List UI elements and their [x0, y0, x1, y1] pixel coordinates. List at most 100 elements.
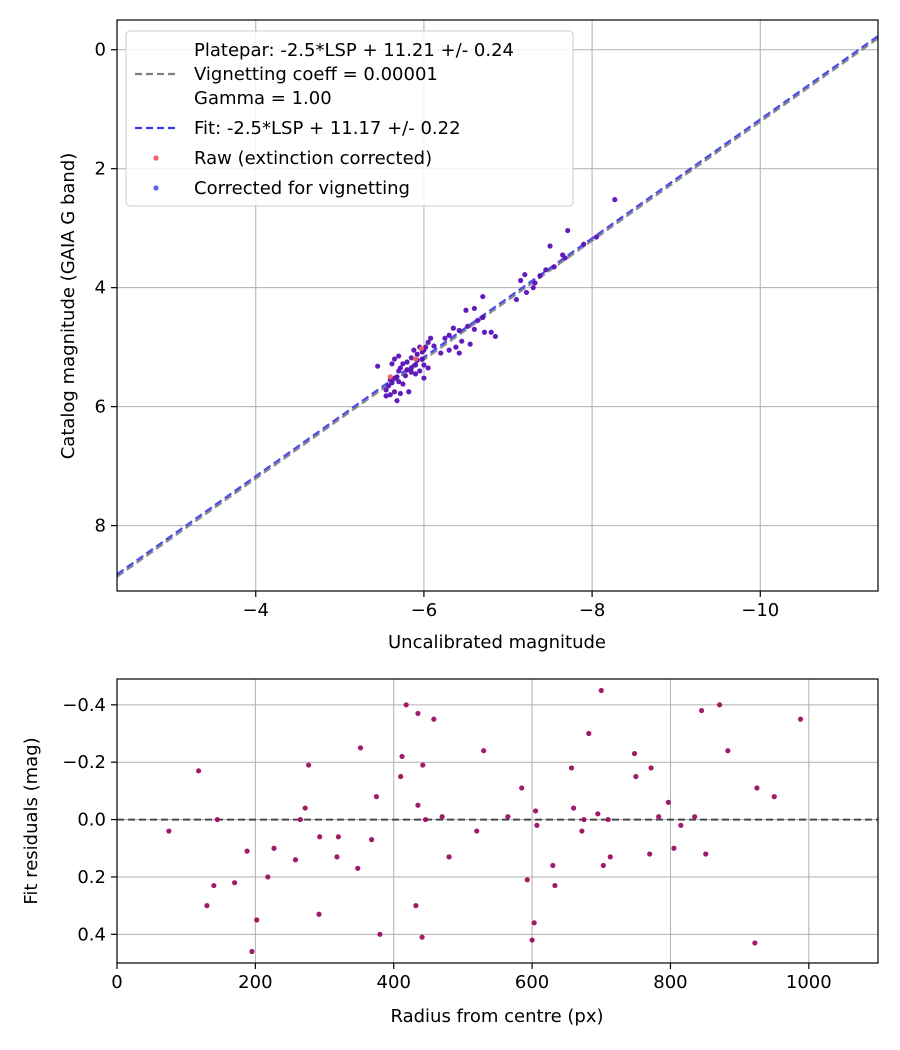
residuals-point [519, 785, 525, 791]
corrected-for-vignetting-point [414, 351, 420, 357]
corrected-for-vignetting-point [408, 369, 414, 375]
residuals-point [355, 865, 361, 871]
residuals-point [316, 911, 322, 917]
legend-fit-label: Fit: -2.5*LSP + 11.17 +/- 0.22 [194, 118, 461, 139]
residuals-point [716, 702, 723, 708]
corrected-for-vignetting-point [438, 350, 444, 356]
residuals-point [166, 828, 172, 834]
residuals-point [415, 710, 421, 717]
residuals-point [439, 814, 445, 820]
corrected-for-vignetting-point [471, 305, 477, 312]
residuals-point [579, 828, 585, 834]
corrected-for-vignetting-point [389, 361, 395, 367]
residuals-point [398, 773, 404, 780]
calibration-plot-xlabel: Uncalibrated magnitude [388, 632, 606, 653]
residuals-point [265, 874, 271, 880]
residuals-point [648, 765, 654, 771]
corrected-for-vignetting-point [480, 293, 486, 300]
residuals-point [373, 794, 380, 800]
y-tick-label: 0 [95, 40, 106, 61]
x-tick-label: −10 [741, 600, 779, 621]
residuals-point [249, 948, 255, 955]
raw-extinction-corrected-point [412, 356, 419, 362]
x-tick-label: −6 [411, 600, 438, 621]
residuals-point [505, 814, 511, 820]
residuals-point [292, 857, 299, 863]
residuals-point [254, 917, 260, 923]
corrected-for-vignetting-point [396, 353, 402, 359]
residuals-point [633, 773, 639, 780]
residuals-point [771, 794, 777, 800]
corrected-for-vignetting-point [581, 241, 587, 247]
corrected-for-vignetting-point [475, 317, 481, 323]
residuals-point [586, 730, 592, 737]
residuals-point [571, 805, 577, 811]
residuals-point [631, 750, 638, 757]
residuals-point [797, 716, 804, 722]
residuals-point [306, 762, 312, 768]
residuals-point [524, 877, 530, 883]
residuals-point [271, 845, 277, 851]
legend-vignetting-label: Vignetting coeff = 0.00001 [194, 64, 438, 85]
x-tick-label: 200 [238, 972, 272, 993]
residuals-point [214, 816, 220, 823]
corrected-for-vignetting-point [394, 398, 400, 404]
y-tick-label: 4 [95, 278, 106, 299]
corrected-for-vignetting-point [411, 347, 417, 353]
residuals-point [232, 880, 238, 886]
corrected-for-vignetting-point [383, 387, 389, 393]
y-tick-label: −0.2 [62, 752, 106, 773]
residuals-point [422, 816, 429, 823]
residuals-point [244, 848, 250, 854]
corrected-for-vignetting-point [412, 362, 419, 368]
residuals-point [581, 816, 587, 823]
residuals-point [420, 762, 426, 768]
legend-box [125, 30, 574, 207]
corrected-for-vignetting-point [543, 267, 549, 273]
corrected-for-vignetting-point [396, 368, 402, 374]
residuals-point [692, 814, 698, 820]
residuals-point [297, 816, 303, 823]
residuals-point [317, 834, 323, 840]
residuals-point [446, 854, 452, 860]
corrected-for-vignetting-point [547, 243, 553, 249]
corrected-for-vignetting-point [417, 368, 423, 374]
legend-raw-label: Raw (extinction corrected) [194, 148, 432, 169]
corrected-for-vignetting-point [456, 327, 462, 334]
residuals-point [698, 707, 705, 714]
residuals-plot-ticks: 0 200 400 600 800 1000 −0.4 −0.2 0.0 0.2 0.4 [62, 695, 831, 993]
residuals-point [656, 814, 662, 820]
corrected-for-vignetting-point [463, 307, 469, 313]
corrected-for-vignetting-point [612, 197, 618, 203]
corrected-for-vignetting-point [456, 350, 462, 356]
raw-extinction-corrected-point [418, 345, 424, 351]
residuals-point [552, 882, 558, 889]
corrected-for-vignetting-point [391, 389, 398, 395]
residuals-point [598, 687, 604, 694]
corrected-for-vignetting-point [513, 296, 520, 303]
residuals-point [752, 940, 758, 946]
residuals-point [196, 768, 202, 774]
corrected-for-vignetting-point [465, 323, 471, 329]
x-tick-label: −4 [242, 600, 269, 621]
residuals-point [474, 828, 480, 834]
residuals-point [595, 811, 601, 817]
y-tick-label: −0.4 [62, 695, 106, 716]
x-tick-label: 0 [111, 972, 122, 993]
residuals-point [550, 862, 556, 869]
legend-platepar-label: Platepar: -2.5*LSP + 11.21 +/- 0.24 [194, 40, 514, 61]
calibration-plot-points [375, 197, 618, 404]
y-tick-label: 0.4 [77, 924, 106, 945]
corrected-for-vignetting-point [408, 355, 414, 361]
corrected-for-vignetting-point [400, 361, 406, 367]
corrected-for-vignetting-point [551, 264, 557, 270]
corrected-for-vignetting-point [442, 335, 448, 341]
corrected-for-vignetting-point [492, 333, 498, 340]
x-tick-label: 1000 [786, 972, 832, 993]
residuals-point [357, 745, 364, 751]
x-tick-label: 800 [653, 972, 687, 993]
residuals-point [368, 837, 375, 843]
corrected-for-vignetting-point [446, 347, 452, 353]
corrected-for-vignetting-point [383, 393, 389, 399]
corrected-for-vignetting-point [480, 314, 486, 320]
